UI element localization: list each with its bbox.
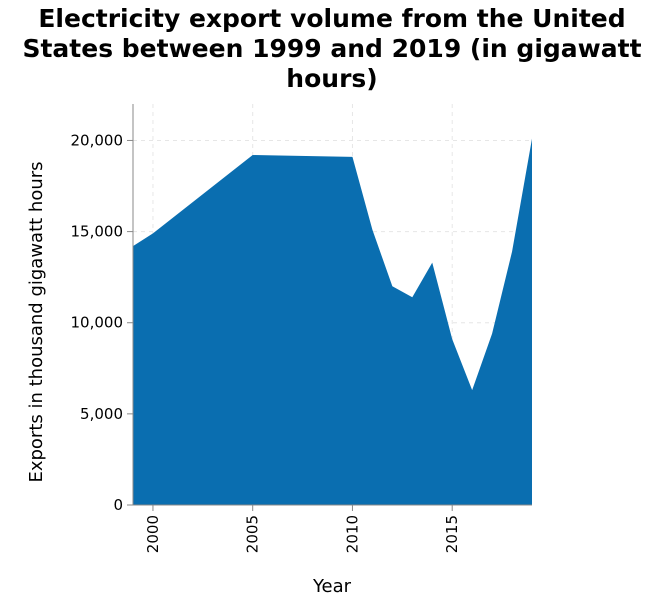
chart-title-line-3: hours) (286, 64, 378, 93)
axes (132, 104, 532, 506)
y-tick-label: 0 (113, 496, 123, 514)
x-tick-label: 2015 (443, 515, 461, 553)
y-tick-label: 10,000 (71, 314, 124, 332)
y-tick-label: 15,000 (71, 223, 124, 241)
x-axis-title: Year (312, 576, 352, 597)
y-tick-label: 5,000 (80, 405, 123, 423)
x-tick-label: 2010 (343, 515, 361, 553)
y-axis-title: Exports in thousand gigawatt hours (26, 161, 47, 482)
chart-title: Electricity export volume from the Unite… (0, 4, 664, 94)
chart-title-line-2: States between 1999 and 2019 (in gigawat… (22, 34, 642, 63)
chart-title-line-1: Electricity export volume from the Unite… (38, 4, 626, 33)
tick-labels: 0 5,000 10,000 15,000 20,000 2000 2005 2010 2015 (71, 131, 462, 553)
x-tick-label: 2005 (244, 515, 262, 553)
y-tick-label: 20,000 (71, 131, 124, 149)
export-volume-area (133, 138, 532, 505)
x-tick-label: 2000 (144, 515, 162, 553)
